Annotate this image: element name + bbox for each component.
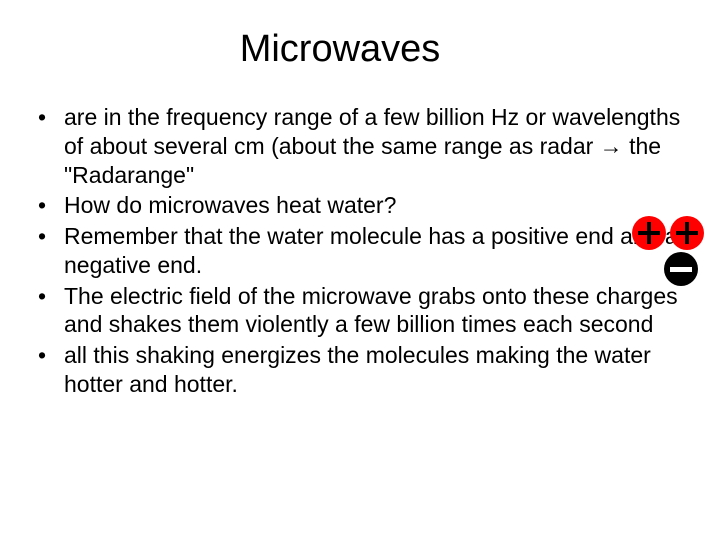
- bullet-item: all this shaking energizes the molecules…: [30, 341, 690, 399]
- bullet-item: are in the frequency range of a few bill…: [30, 103, 690, 189]
- bullet-list: are in the frequency range of a few bill…: [30, 103, 690, 399]
- page-title: Microwaves: [0, 28, 690, 71]
- bullet-item: Remember that the water molecule has a p…: [30, 222, 690, 280]
- positive-charge-icon: [670, 216, 704, 250]
- bullet-item: The electric field of the microwave grab…: [30, 282, 690, 340]
- water-molecule-diagram: [632, 216, 704, 288]
- negative-charge-icon: [664, 252, 698, 286]
- bullet-item: How do microwaves heat water?: [30, 191, 690, 220]
- positive-charge-icon: [632, 216, 666, 250]
- slide: Microwaves are in the frequency range of…: [0, 0, 720, 540]
